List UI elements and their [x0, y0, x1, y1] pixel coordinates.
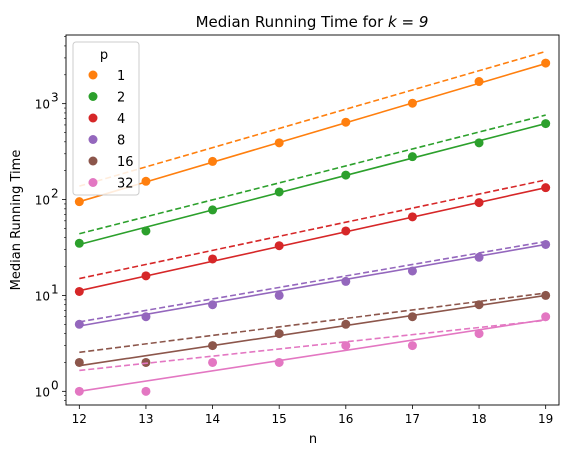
data-point-p16 — [275, 329, 284, 338]
data-point-p4 — [275, 241, 284, 250]
y-tick-label: 10 — [35, 385, 50, 399]
plot-area — [75, 51, 550, 395]
data-point-p8 — [275, 291, 284, 300]
x-axis-label: n — [309, 432, 317, 447]
data-point-p2 — [141, 226, 150, 235]
dashed-line-p8 — [79, 242, 545, 322]
legend-marker-p4 — [89, 114, 98, 123]
data-point-p8 — [75, 320, 84, 329]
data-point-p1 — [408, 99, 417, 108]
x-tick-label: 19 — [538, 412, 553, 426]
data-point-p4 — [408, 212, 417, 221]
data-point-p2 — [208, 205, 217, 214]
y-tick-exponent: 2 — [51, 187, 59, 201]
data-point-p16 — [141, 358, 150, 367]
legend-label-p32: 32 — [117, 177, 134, 192]
data-point-p32 — [275, 358, 284, 367]
plot-frame — [66, 35, 559, 405]
data-point-p1 — [341, 118, 350, 127]
data-point-p32 — [141, 387, 150, 396]
data-point-p2 — [75, 239, 84, 248]
y-tick-exponent: 3 — [51, 91, 59, 105]
data-point-p16 — [541, 291, 550, 300]
legend-marker-p2 — [89, 92, 98, 101]
legend-box — [73, 42, 139, 195]
data-point-p32 — [341, 341, 350, 350]
data-point-p32 — [541, 312, 550, 321]
data-point-p32 — [475, 329, 484, 338]
x-tick-label: 15 — [272, 412, 287, 426]
legend-marker-p8 — [89, 135, 98, 144]
data-point-p8 — [208, 300, 217, 309]
data-point-p32 — [408, 341, 417, 350]
data-point-p16 — [475, 300, 484, 309]
data-point-p4 — [141, 271, 150, 280]
data-point-p2 — [408, 152, 417, 161]
data-point-p4 — [341, 226, 350, 235]
legend-label-p2: 2 — [117, 91, 125, 106]
x-tick-label: 14 — [205, 412, 220, 426]
x-tick-label: 18 — [471, 412, 486, 426]
data-point-p1 — [275, 138, 284, 147]
data-point-p8 — [341, 277, 350, 286]
data-point-p16 — [75, 358, 84, 367]
data-point-p8 — [141, 312, 150, 321]
data-point-p4 — [541, 183, 550, 192]
y-axis-label: Median Running Time — [9, 150, 24, 291]
legend-marker-p32 — [89, 178, 98, 187]
legend-marker-p16 — [89, 157, 98, 166]
x-tick-label: 13 — [138, 412, 153, 426]
data-point-p16 — [408, 312, 417, 321]
y-tick-label: 10 — [35, 289, 50, 303]
data-point-p16 — [208, 341, 217, 350]
y-tick-exponent: 0 — [51, 378, 59, 392]
data-point-p1 — [541, 59, 550, 68]
data-point-p8 — [541, 240, 550, 249]
data-point-p1 — [208, 157, 217, 166]
data-point-p1 — [141, 177, 150, 186]
chart-title: Median Running Time for k = 9 — [196, 13, 429, 31]
legend: p1 2 4 8 16 32 — [73, 42, 139, 195]
legend-marker-p1 — [89, 71, 98, 80]
y-tick-label: 10 — [35, 194, 50, 208]
y-tick-exponent: 1 — [51, 282, 59, 296]
data-point-p2 — [475, 138, 484, 147]
data-point-p2 — [341, 171, 350, 180]
legend-label-p16: 16 — [117, 155, 134, 170]
data-point-p2 — [541, 119, 550, 128]
data-point-p4 — [475, 198, 484, 207]
data-point-p1 — [75, 197, 84, 206]
data-point-p4 — [208, 254, 217, 263]
data-point-p32 — [208, 358, 217, 367]
legend-label-p8: 8 — [117, 134, 125, 149]
data-point-p8 — [408, 266, 417, 275]
data-point-p2 — [275, 187, 284, 196]
legend-title: p — [100, 48, 108, 63]
legend-label-p1: 1 — [117, 69, 125, 84]
dashed-line-p1 — [79, 51, 545, 186]
x-tick-label: 12 — [72, 412, 87, 426]
data-point-p8 — [475, 253, 484, 262]
x-tick-label: 17 — [405, 412, 420, 426]
data-point-p32 — [75, 387, 84, 396]
data-point-p4 — [75, 287, 84, 296]
data-point-p16 — [341, 320, 350, 329]
legend-label-p4: 4 — [117, 112, 125, 127]
data-point-p1 — [475, 77, 484, 86]
y-tick-label: 10 — [35, 98, 50, 112]
x-tick-label: 16 — [338, 412, 353, 426]
